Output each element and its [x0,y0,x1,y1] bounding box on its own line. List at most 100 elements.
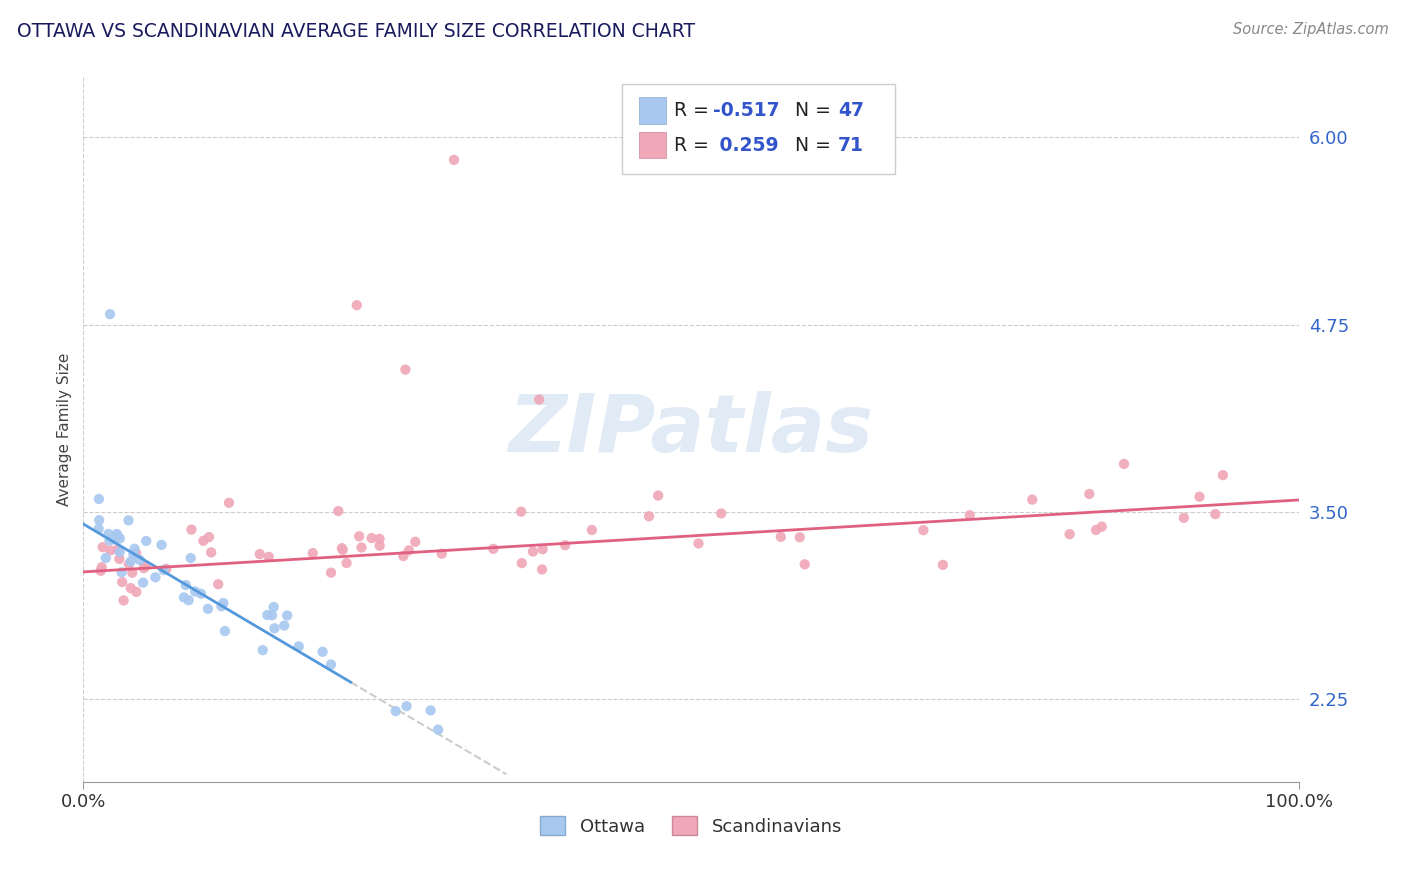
FancyBboxPatch shape [638,97,665,124]
Point [350,541,373,555]
Point [1078,487,1101,501]
Point [100,543,122,558]
Point [346,298,368,312]
Point [1112,457,1135,471]
Point [430,547,453,561]
Legend: Ottawa, Scandinavians: Ottawa, Scandinavians [533,809,849,843]
Point [443,153,465,167]
Point [912,523,935,537]
Point [89,513,111,527]
Point [638,509,661,524]
Point [404,534,426,549]
Text: N =: N = [783,136,838,154]
Point [427,723,450,737]
Point [180,523,202,537]
Point [1204,507,1226,521]
Point [207,577,229,591]
Point [112,593,135,607]
Point [121,566,143,580]
Point [174,578,197,592]
Point [347,529,370,543]
Point [150,538,173,552]
FancyBboxPatch shape [621,84,896,174]
Point [1059,527,1081,541]
Point [581,523,603,537]
Text: -0.517: -0.517 [713,101,779,120]
Point [134,559,156,574]
Point [98,533,121,548]
Point [330,541,353,556]
Point [193,533,215,548]
Point [103,533,125,547]
Point [177,593,200,607]
Point [107,542,129,557]
Point [198,530,221,544]
Point [394,362,416,376]
Point [360,531,382,545]
Text: R =: R = [673,101,714,120]
Point [522,544,544,558]
Point [184,584,207,599]
Point [482,541,505,556]
Point [87,522,110,536]
Point [419,703,441,717]
FancyBboxPatch shape [638,132,665,159]
Point [90,560,112,574]
Text: N =: N = [783,101,838,120]
Point [212,596,235,610]
Point [145,570,167,584]
Text: Source: ZipAtlas.com: Source: ZipAtlas.com [1233,22,1389,37]
Point [252,643,274,657]
Point [647,489,669,503]
Point [87,491,110,506]
Point [214,624,236,638]
Point [111,566,134,580]
Point [319,566,342,580]
Point [97,527,120,541]
Point [122,548,145,562]
Text: 71: 71 [838,136,865,154]
Point [301,546,323,560]
Point [94,551,117,566]
Text: R =: R = [673,136,714,154]
Point [135,533,157,548]
Point [132,561,155,575]
Point [793,558,815,572]
Point [108,532,131,546]
Point [218,496,240,510]
Point [311,645,333,659]
Point [531,562,554,576]
Point [190,587,212,601]
Point [108,552,131,566]
Point [1212,468,1234,483]
Text: 0.259: 0.259 [713,136,779,154]
Point [263,621,285,635]
Point [120,554,142,568]
Point [132,575,155,590]
Point [789,530,811,544]
Y-axis label: Average Family Size: Average Family Size [58,353,72,507]
Point [319,657,342,672]
Point [128,553,150,567]
Point [769,530,792,544]
Point [249,547,271,561]
Point [108,545,131,559]
Point [105,527,128,541]
Point [1173,511,1195,525]
Point [1085,523,1108,537]
Point [554,538,576,552]
Point [959,508,981,523]
Point [688,536,710,550]
Point [117,513,139,527]
Point [124,541,146,556]
Point [384,704,406,718]
Point [197,602,219,616]
Point [152,563,174,577]
Point [155,562,177,576]
Point [125,585,148,599]
Point [107,528,129,542]
Point [209,599,232,614]
Point [328,504,350,518]
Point [287,640,309,654]
Point [98,307,121,321]
